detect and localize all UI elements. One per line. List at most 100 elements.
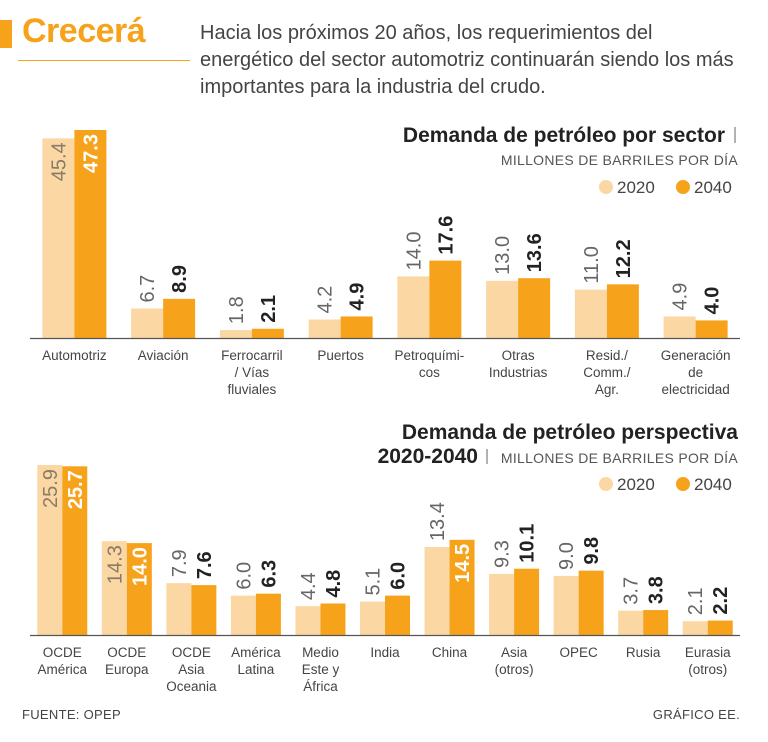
category-label: África <box>303 679 338 694</box>
bar-value-2040: 2.1 <box>258 295 280 323</box>
bar-2040 <box>606 284 639 338</box>
category-label: Generación <box>661 348 731 363</box>
bar-2020 <box>574 289 607 338</box>
bar-2040 <box>695 320 728 338</box>
bar-2040 <box>449 539 475 635</box>
bar-2040 <box>320 603 346 635</box>
legend-2040-swatch <box>676 180 690 194</box>
header-description: Hacia los próximos 20 años, los requerim… <box>200 22 734 98</box>
bar-value-2020: 7.9 <box>169 549 191 577</box>
category-label: Oceania <box>166 679 217 694</box>
bar-2020 <box>230 595 256 635</box>
category-label: Industrias <box>489 365 548 380</box>
bar-2020 <box>360 601 385 635</box>
bar-value-2020: 3.7 <box>621 577 643 605</box>
chart-title: Demanda de petróleo por sector <box>403 124 725 147</box>
bar-value-2020: 14.3 <box>104 545 126 584</box>
bar-value-2020: 5.1 <box>363 568 385 596</box>
bar-2020 <box>397 276 430 338</box>
chart-title: Demanda de petróleo perspectiva <box>402 421 738 444</box>
bar-value-2040: 47.3 <box>80 134 102 173</box>
bar-2040 <box>126 543 152 635</box>
bar-2040 <box>163 298 196 338</box>
category-label: Eurasia <box>685 645 731 660</box>
category-label: Otras <box>502 348 535 363</box>
bar-value-2020: 4.9 <box>670 283 692 311</box>
category-label: Resid./ <box>586 348 628 363</box>
category-label: América <box>231 645 281 660</box>
bar-2020 <box>295 606 321 635</box>
bar-2020 <box>424 547 450 635</box>
bar-2040 <box>255 593 281 635</box>
category-label: Puertos <box>317 348 364 363</box>
bar-value-2040: 25.7 <box>65 470 87 509</box>
bar-2040 <box>191 585 217 635</box>
bar-2020 <box>486 280 519 338</box>
category-label: Comm./ <box>583 365 630 380</box>
bar-value-2020: 45.4 <box>48 142 70 181</box>
category-label: OCDE <box>107 645 146 660</box>
bar-2040 <box>251 328 284 338</box>
bar-2020 <box>219 330 252 338</box>
bar-2020 <box>489 573 515 635</box>
bar-value-2020: 9.3 <box>492 540 514 568</box>
bar-2020 <box>663 316 696 338</box>
legend-2020-label: 2020 <box>617 178 655 197</box>
category-label: Latina <box>238 662 275 677</box>
chart-subtitle: MILLONES DE BARRILES POR DÍA <box>501 450 738 466</box>
header-divider <box>18 60 190 61</box>
bar-value-2020: 6.7 <box>137 275 159 303</box>
category-label: (otros) <box>688 662 727 677</box>
bar-2040 <box>643 610 669 635</box>
bar-2040 <box>429 260 462 338</box>
category-label: Aviación <box>138 348 189 363</box>
page-title: Crecerá <box>22 12 146 50</box>
category-label: China <box>432 645 468 660</box>
bar-value-2040: 9.8 <box>581 537 603 565</box>
category-label: Automotriz <box>42 348 107 363</box>
chart-title-years: 2020-2040 <box>378 445 478 468</box>
bar-value-2020: 13.0 <box>492 236 514 275</box>
category-label: Este y <box>302 662 340 677</box>
chart-subtitle: MILLONES DE BARRILES POR DÍA <box>501 152 738 168</box>
category-label: OPEC <box>560 645 599 660</box>
category-label: OCDE <box>172 645 211 660</box>
bar-2040 <box>74 130 107 338</box>
bar-value-2020: 11.0 <box>581 246 603 283</box>
category-label: India <box>370 645 400 660</box>
bar-2020 <box>42 138 75 338</box>
bar-value-2040: 3.8 <box>646 576 668 604</box>
bar-value-2020: 13.4 <box>427 502 449 541</box>
bar-value-2020: 1.8 <box>226 296 248 324</box>
bar-value-2020: 25.9 <box>40 469 62 508</box>
legend-2040-swatch <box>676 477 690 491</box>
bar-2020 <box>308 319 341 338</box>
bar-value-2040: 14.0 <box>129 547 151 586</box>
category-label: cos <box>419 365 440 380</box>
bar-2020 <box>37 465 63 635</box>
category-label: Agr. <box>595 382 619 397</box>
bar-value-2040: 14.5 <box>452 544 474 583</box>
bar-2040 <box>518 278 551 338</box>
category-label: Ferrocarril <box>221 348 283 363</box>
bar-value-2020: 2.1 <box>685 587 707 615</box>
bar-value-2040: 10.1 <box>517 524 539 563</box>
bar-value-2020: 4.4 <box>298 572 320 600</box>
footer-source: FUENTE: OPEP <box>22 707 121 722</box>
category-label: América <box>38 662 88 677</box>
category-label: / Vías <box>235 365 270 380</box>
category-label: electricidad <box>661 382 729 397</box>
bar-value-2040: 4.0 <box>702 287 724 315</box>
category-label: Europa <box>105 662 149 677</box>
legend-2020-swatch <box>599 180 613 194</box>
legend-2020-swatch <box>599 477 613 491</box>
bar-2020 <box>166 583 192 635</box>
legend-2020-label: 2020 <box>617 475 655 494</box>
footer-credit: GRÁFICO EE. <box>652 707 740 722</box>
bar-value-2040: 8.9 <box>169 265 191 293</box>
bar-value-2040: 4.9 <box>347 283 369 311</box>
bar-2020 <box>618 610 644 635</box>
bar-value-2020: 6.0 <box>233 562 255 590</box>
bar-value-2040: 7.6 <box>194 551 216 579</box>
category-label: Asia <box>178 662 205 677</box>
